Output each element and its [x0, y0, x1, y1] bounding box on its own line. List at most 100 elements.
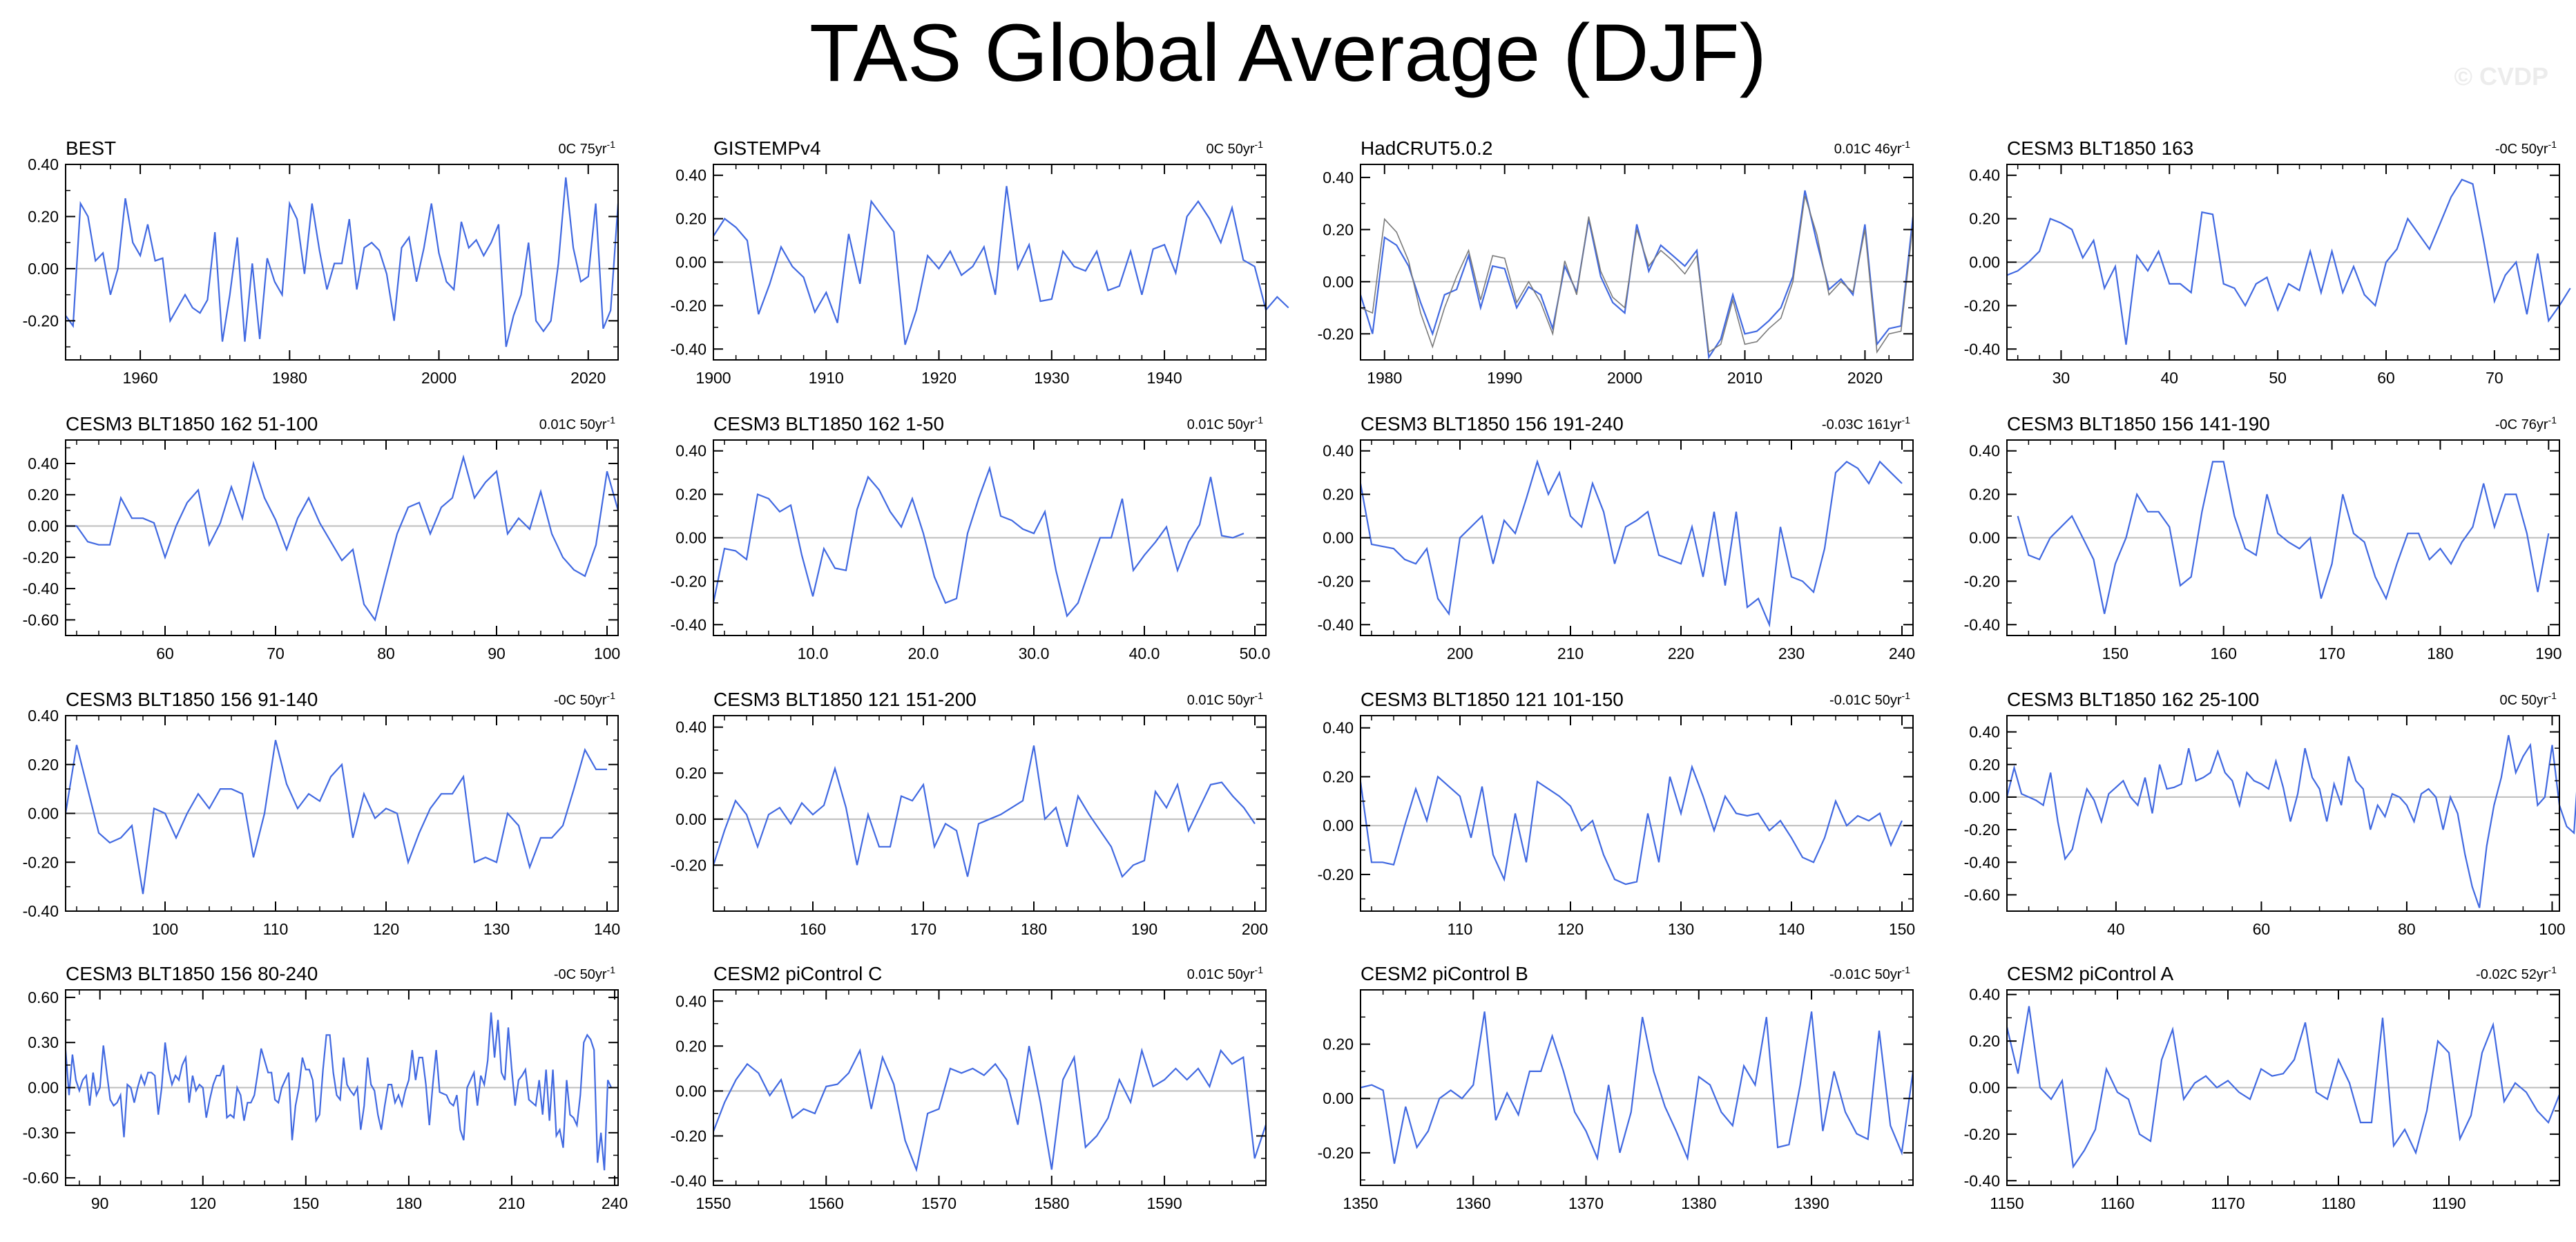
y-tick-label: 0.20: [675, 1037, 707, 1055]
x-tick-label: 100: [594, 644, 620, 662]
trend-label: -0C 50yr-1: [554, 964, 615, 982]
y-tick-label: -0.60: [23, 611, 59, 629]
x-tick-label: 2020: [570, 369, 606, 387]
y-tick-label: 0.00: [28, 260, 59, 278]
trend-label: -0.01C 50yr-1: [1829, 690, 1910, 708]
y-tick-label: 0.40: [1969, 986, 2000, 1004]
y-tick-label: 0.40: [1969, 166, 2000, 184]
panel-5: CESM3 BLT1850 162 51-100 0.01C 50yr-1 0.40…: [23, 413, 621, 662]
x-tick-label: 120: [1557, 920, 1584, 938]
y-tick-label: 0.20: [1323, 767, 1354, 785]
x-tick-label: 90: [488, 644, 506, 662]
panel-title: CESM3 BLT1850 162 1-50: [713, 413, 944, 434]
x-tick-label: 2010: [1727, 369, 1762, 387]
x-tick-label: 1550: [695, 1194, 731, 1212]
y-tick-label: 0.60: [28, 988, 59, 1006]
trend-label: -0C 50yr-1: [2495, 139, 2557, 157]
plot-frame: [713, 989, 1267, 1186]
x-tick-label: 1370: [1568, 1194, 1604, 1212]
series-line: [1360, 1011, 1914, 1164]
x-tick-label: 170: [910, 920, 936, 938]
x-tick-label: 1570: [921, 1194, 957, 1212]
x-tick-label: 180: [2427, 644, 2453, 662]
panel-8: CESM3 BLT1850 156 141-190 -0C 76yr-1 0.40 0…: [1964, 413, 2562, 662]
y-tick-label: -0.40: [671, 340, 707, 358]
panel-15: CESM2 piControl B -0.01C 50yr-1 0.20 0.00 -0…: [1318, 963, 1914, 1212]
panel-title: HadCRUT5.0.2: [1361, 137, 1492, 159]
x-tick-label: 1180: [2321, 1194, 2355, 1212]
x-tick-label: 1960: [123, 369, 158, 387]
panel-12: CESM3 BLT1850 162 25-100 0C 50yr-1 0.40 0.2…: [1964, 689, 2576, 938]
panel-title: CESM3 BLT1850 156 80-240: [66, 963, 318, 984]
y-tick-label: -0.30: [23, 1124, 59, 1142]
series-line: [66, 454, 619, 622]
x-tick-label: 1160: [2100, 1194, 2134, 1212]
panel-16: CESM2 piControl A -0.02C 52yr-1 0.40 0.20 0.…: [1964, 963, 2561, 1212]
y-tick-label: -0.40: [23, 580, 59, 598]
x-tick-label: 60: [2253, 920, 2271, 938]
y-tick-label: -0.20: [671, 1127, 707, 1145]
y-tick-label: -0.20: [1964, 821, 2000, 839]
y-tick-label: 0.40: [28, 707, 59, 725]
main-title: TAS Global Average (DJF): [809, 8, 1767, 99]
series-line: [1359, 764, 1903, 886]
x-tick-label: 150: [293, 1194, 319, 1212]
x-tick-label: 230: [1778, 644, 1805, 662]
x-tick-label: 2020: [1847, 369, 1883, 387]
y-tick-label: -0.20: [23, 853, 59, 871]
x-tick-label: 70: [2486, 369, 2503, 387]
y-tick-label: -0.40: [1964, 1172, 2000, 1190]
trend-label: 0C 50yr-1: [2500, 690, 2557, 708]
y-tick-label: 0.00: [1969, 1079, 2000, 1097]
panel-11: CESM3 BLT1850 121 101-150 -0.01C 50yr-1 0.…: [1318, 689, 1916, 938]
y-tick-label: 0.20: [675, 210, 707, 228]
y-tick-label: 0.00: [675, 254, 707, 271]
panel-title: CESM2 piControl B: [1361, 963, 1528, 984]
x-tick-label: 240: [602, 1194, 628, 1212]
panel-14: CESM2 piControl C 0.01C 50yr-1 0.40 0.20 0.0…: [671, 963, 1267, 1212]
y-tick-label: 0.00: [1969, 788, 2000, 806]
panel-title: CESM3 BLT1850 121 151-200: [713, 689, 977, 710]
plot-frame: [1360, 989, 1914, 1186]
panel-title: BEST: [66, 137, 116, 159]
x-tick-label: 190: [2535, 644, 2561, 662]
y-tick-label: 0.20: [1323, 1035, 1354, 1053]
panel-title: CESM3 BLT1850 162 25-100: [2007, 689, 2259, 710]
y-tick-label: -0.20: [1964, 296, 2000, 314]
panel-title: CESM3 BLT1850 121 101-150: [1361, 689, 1624, 710]
x-tick-label: 160: [2211, 644, 2237, 662]
y-tick-label: 0.40: [28, 455, 59, 472]
y-tick-label: 0.40: [1969, 442, 2000, 460]
x-tick-label: 160: [800, 920, 826, 938]
x-tick-label: 1190: [2432, 1194, 2466, 1212]
trend-label: 0.01C 50yr-1: [1187, 964, 1264, 982]
y-tick-label: 0.40: [675, 442, 707, 460]
x-tick-label: 10.0: [798, 644, 829, 662]
x-tick-label: 30.0: [1019, 644, 1050, 662]
y-tick-label: 0.20: [1969, 486, 2000, 504]
x-tick-label: 40: [2107, 920, 2125, 938]
panel-2: GISTEMPv4 0C 50yr-1 0.40 0.20 0.00 -0.20 -0.40…: [671, 137, 1289, 387]
x-tick-label: 1380: [1681, 1194, 1716, 1212]
x-tick-label: 90: [91, 1194, 109, 1212]
y-tick-label: -0.60: [23, 1169, 59, 1187]
y-tick-label: 0.00: [1969, 254, 2000, 271]
x-tick-label: 180: [1021, 920, 1047, 938]
trend-label: 0.01C 50yr-1: [539, 414, 616, 432]
panel-9: CESM3 BLT1850 156 91-140 -0C 50yr-1 0.40 0.…: [23, 689, 621, 938]
x-tick-label: 1940: [1146, 369, 1182, 387]
y-tick-label: -0.40: [671, 1172, 707, 1190]
y-tick-label: -0.20: [23, 548, 59, 566]
x-tick-label: 20.0: [908, 644, 939, 662]
y-tick-label: 0.40: [675, 718, 707, 736]
y-tick-label: 0.40: [675, 166, 707, 184]
series-line: [1359, 459, 1903, 628]
x-tick-label: 240: [1889, 644, 1915, 662]
x-tick-label: 2000: [421, 369, 456, 387]
series-line: [1359, 190, 1914, 360]
plot-frame: [65, 439, 619, 636]
x-tick-label: 150: [2102, 644, 2128, 662]
x-tick-label: 1390: [1794, 1194, 1829, 1212]
y-tick-label: 0.20: [1969, 210, 2000, 228]
x-tick-label: 1580: [1034, 1194, 1069, 1212]
